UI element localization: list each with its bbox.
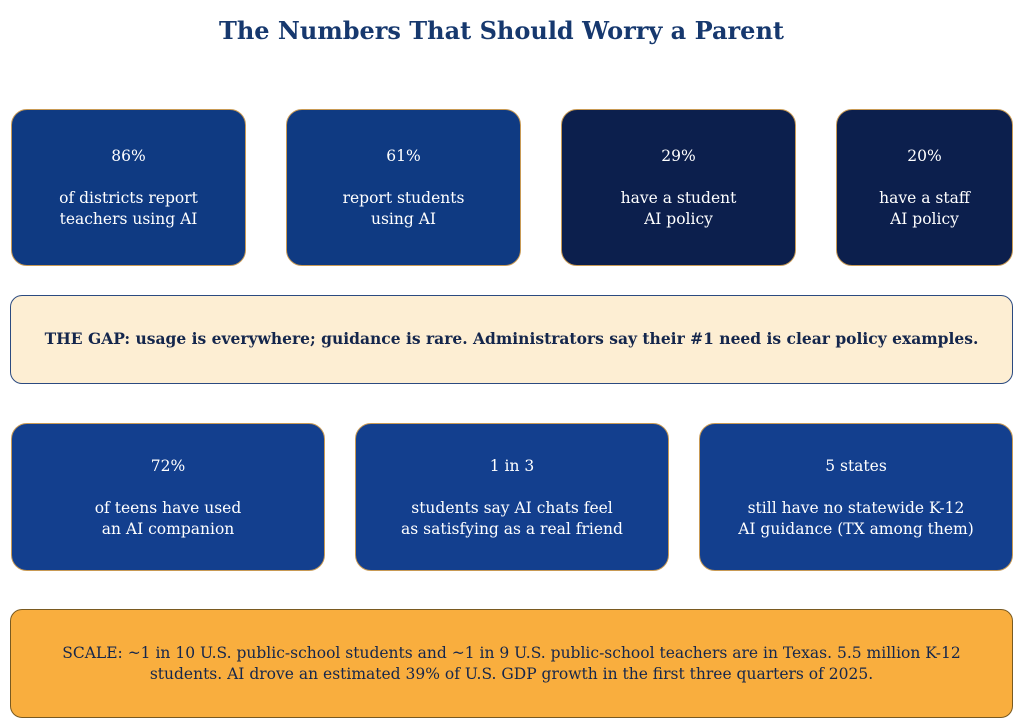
scale-note: SCALE: ~1 in 10 U.S. public-school stude… [10, 609, 1013, 718]
stat-card: 20% have a staff AI policy [836, 109, 1013, 266]
stat-description: of districts report [59, 189, 198, 207]
stat-description: students say AI chats feel [411, 499, 613, 517]
stat-description: an AI companion [101, 520, 235, 538]
stat-description: AI policy [644, 210, 713, 228]
stat-description: using AI [370, 210, 437, 228]
stat-card: 86% of districts report teachers using AI [11, 109, 246, 266]
gap-note: THE GAP: usage is everywhere; guidance i… [10, 295, 1013, 384]
stat-value: 86% [111, 147, 146, 165]
stat-card: 72% of teens have used an AI companion [11, 423, 325, 571]
stat-value: 1 in 3 [489, 457, 535, 475]
stat-description: AI policy [890, 210, 959, 228]
stat-value: 5 states [825, 457, 887, 475]
stat-description: have a student [620, 189, 737, 207]
stat-value: 20% [907, 147, 942, 165]
stat-card: 5 states still have no statewide K-12 AI g… [699, 423, 1013, 571]
stat-value: 29% [661, 147, 696, 165]
stat-description: of teens have used [94, 499, 242, 517]
stat-description: AI guidance (TX among them) [738, 520, 974, 538]
stat-card: 61% report students using AI [286, 109, 521, 266]
gap-text: THE GAP: usage is everywhere; guidance i… [44, 329, 979, 348]
stat-card: 29% have a student AI policy [561, 109, 796, 266]
stat-value: 61% [386, 147, 421, 165]
stat-card: 1 in 3 students say AI chats feel as satis… [355, 423, 669, 571]
stat-description: report students [342, 189, 465, 207]
stat-description: have a staff [879, 189, 970, 207]
stat-value: 72% [150, 457, 186, 475]
stat-description: still have no statewide K-12 [747, 499, 965, 517]
scale-text: students. AI drove an estimated 39% of U… [149, 665, 874, 683]
scale-text: SCALE: ~1 in 10 U.S. public-school stude… [62, 644, 961, 662]
stat-description: as satisfying as a real friend [401, 520, 623, 538]
page-title: The Numbers That Should Worry a Parent [219, 16, 784, 45]
stat-description: teachers using AI [59, 210, 198, 228]
